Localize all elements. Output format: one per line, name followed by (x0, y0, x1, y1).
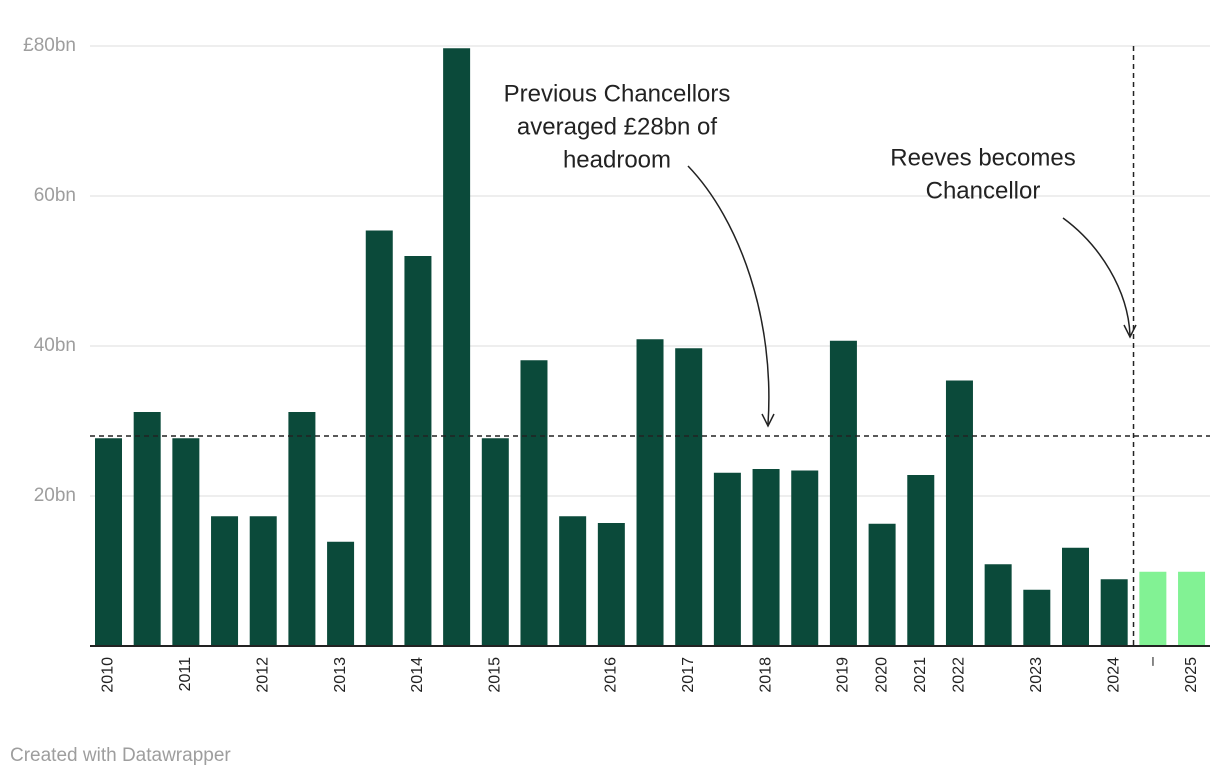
bar (597, 523, 625, 646)
bar (443, 48, 471, 646)
bar (95, 438, 122, 646)
bar (1139, 571, 1167, 646)
bar (211, 516, 239, 646)
y-tick-label: 60bn (34, 185, 76, 206)
bar (365, 230, 393, 646)
bar (752, 469, 780, 646)
x-tick-label: 2014 (409, 657, 426, 693)
x-tick-label: 2013 (332, 657, 349, 693)
bar (829, 340, 857, 646)
x-tick-label: 2011 (177, 657, 194, 692)
bar (133, 412, 161, 646)
x-tick-label: 2023 (1028, 657, 1045, 693)
y-tick-label: 40bn (34, 335, 76, 356)
bar (984, 564, 1012, 646)
bar (945, 380, 973, 646)
x-tick-label: 2018 (757, 657, 774, 693)
x-tick-label: 2019 (835, 657, 852, 693)
bar (907, 475, 935, 646)
annotation: headroom (563, 146, 671, 173)
y-tick-label: £80bn (23, 35, 76, 56)
bar (1062, 547, 1089, 646)
bar (288, 412, 316, 646)
x-tick-label: 2015 (487, 657, 504, 693)
x-tick-label: 2024 (1105, 657, 1122, 693)
x-tick-label: 2025 (1183, 657, 1200, 693)
x-tick-label: 2010 (100, 657, 117, 693)
bar (481, 438, 509, 646)
bar (1023, 589, 1051, 646)
x-tick-label: – (1144, 657, 1161, 666)
annotation-arrow (1062, 217, 1131, 336)
annotation: Chancellor (926, 177, 1041, 204)
bar (520, 360, 548, 646)
annotation-arrow (687, 165, 770, 425)
bar (404, 256, 432, 646)
x-tick-label: 2021 (912, 657, 929, 693)
y-tick-label: 20bn (34, 485, 76, 506)
bar (713, 472, 741, 646)
arrow-head (761, 413, 775, 428)
bar (1100, 579, 1128, 646)
x-tick-label: 2017 (680, 657, 697, 693)
annotation: Previous Chancellors (504, 80, 731, 107)
x-tick-label: 2022 (951, 657, 968, 693)
x-tick-label: 2012 (254, 657, 271, 693)
annotation: averaged £28bn of (517, 113, 718, 140)
bar (636, 339, 664, 646)
arrow-head (1123, 324, 1137, 339)
annotation: Reeves becomes (890, 144, 1075, 171)
bar (249, 516, 277, 646)
bar (327, 541, 355, 646)
x-tick-label: 2016 (603, 657, 620, 693)
bar (559, 516, 587, 646)
bar (868, 523, 896, 646)
bar (1178, 571, 1206, 646)
bar (791, 470, 819, 646)
x-tick-label: 2020 (873, 657, 890, 693)
bar (675, 348, 703, 646)
footer: Created with Datawrapper (10, 745, 231, 766)
bar (172, 438, 200, 646)
